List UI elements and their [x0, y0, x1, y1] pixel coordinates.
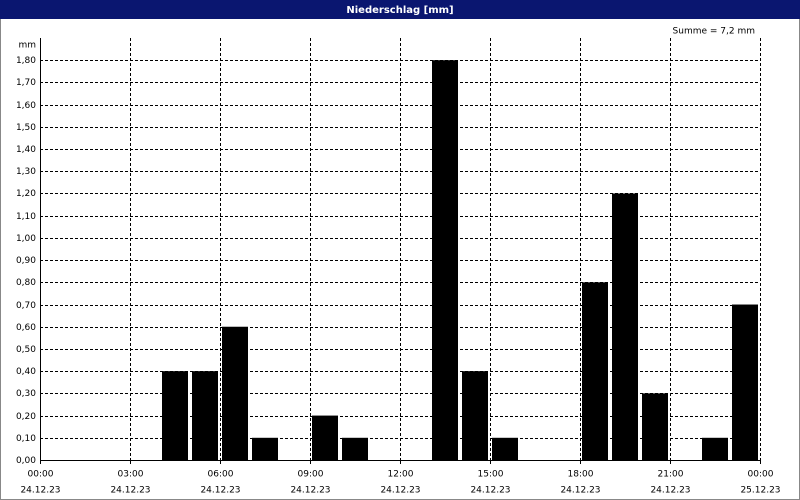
- x-tick-label: 18:00: [568, 470, 594, 480]
- y-tick-label: 0,20: [16, 412, 36, 422]
- bar: [222, 326, 248, 460]
- x-tick-date: 24.12.23: [200, 486, 240, 496]
- y-tick-label: 0,10: [16, 434, 36, 444]
- x-tick-date: 25.12.23: [740, 486, 780, 496]
- y-tick-label: 0,50: [16, 345, 36, 355]
- x-tick-label: 03:00: [118, 470, 144, 480]
- bar: [342, 437, 368, 460]
- y-tick-label: 1,70: [16, 78, 36, 88]
- y-tick-label: 0,60: [16, 323, 36, 333]
- x-tick-label: 12:00: [388, 470, 414, 480]
- y-tick-label: 0,30: [16, 389, 36, 399]
- y-tick-label: 1,20: [16, 189, 36, 199]
- y-tick-label: 1,30: [16, 167, 36, 177]
- y-tick-label: 0,90: [16, 256, 36, 266]
- x-tick-date: 24.12.23: [110, 486, 150, 496]
- bar: [642, 393, 668, 460]
- x-tick-date: 24.12.23: [470, 486, 510, 496]
- y-tick-label: 1,00: [16, 234, 36, 244]
- bar: [702, 437, 728, 460]
- x-tick-date: 24.12.23: [20, 486, 60, 496]
- x-tick-date: 24.12.23: [380, 486, 420, 496]
- bar: [312, 415, 338, 460]
- chart-title: Niederschlag [mm]: [346, 5, 453, 16]
- bar: [462, 371, 488, 460]
- x-tick-date: 24.12.23: [650, 486, 690, 496]
- y-tick-label: 0,70: [16, 301, 36, 311]
- x-tick-label: 00:00: [28, 470, 54, 480]
- y-tick-label: 1,80: [16, 56, 36, 66]
- x-tick-label: 06:00: [208, 470, 234, 480]
- y-unit: mm: [18, 41, 36, 51]
- bar: [192, 371, 218, 460]
- bar: [492, 437, 518, 460]
- bar: [162, 371, 188, 460]
- y-tick-label: 1,60: [16, 101, 36, 111]
- x-tick-date: 24.12.23: [560, 486, 600, 496]
- y-tick-label: 0,40: [16, 367, 36, 377]
- y-tick-label: 0,00: [16, 456, 36, 466]
- bar: [432, 60, 458, 461]
- x-tick-label: 21:00: [658, 470, 684, 480]
- y-tick-label: 1,10: [16, 212, 36, 222]
- x-tick-date: 24.12.23: [290, 486, 330, 496]
- bar: [582, 282, 608, 460]
- bar: [612, 193, 638, 460]
- title-bar: [0, 0, 800, 19]
- annotation: Summe = 7,2 mm: [673, 27, 755, 37]
- bar: [732, 304, 758, 460]
- y-tick-label: 1,50: [16, 123, 36, 133]
- y-tick-label: 1,40: [16, 145, 36, 155]
- x-tick-label: 09:00: [298, 470, 324, 480]
- x-tick-label: 00:00: [748, 470, 774, 480]
- bar: [252, 437, 278, 460]
- y-tick-label: 0,80: [16, 278, 36, 288]
- x-tick-label: 15:00: [478, 470, 504, 480]
